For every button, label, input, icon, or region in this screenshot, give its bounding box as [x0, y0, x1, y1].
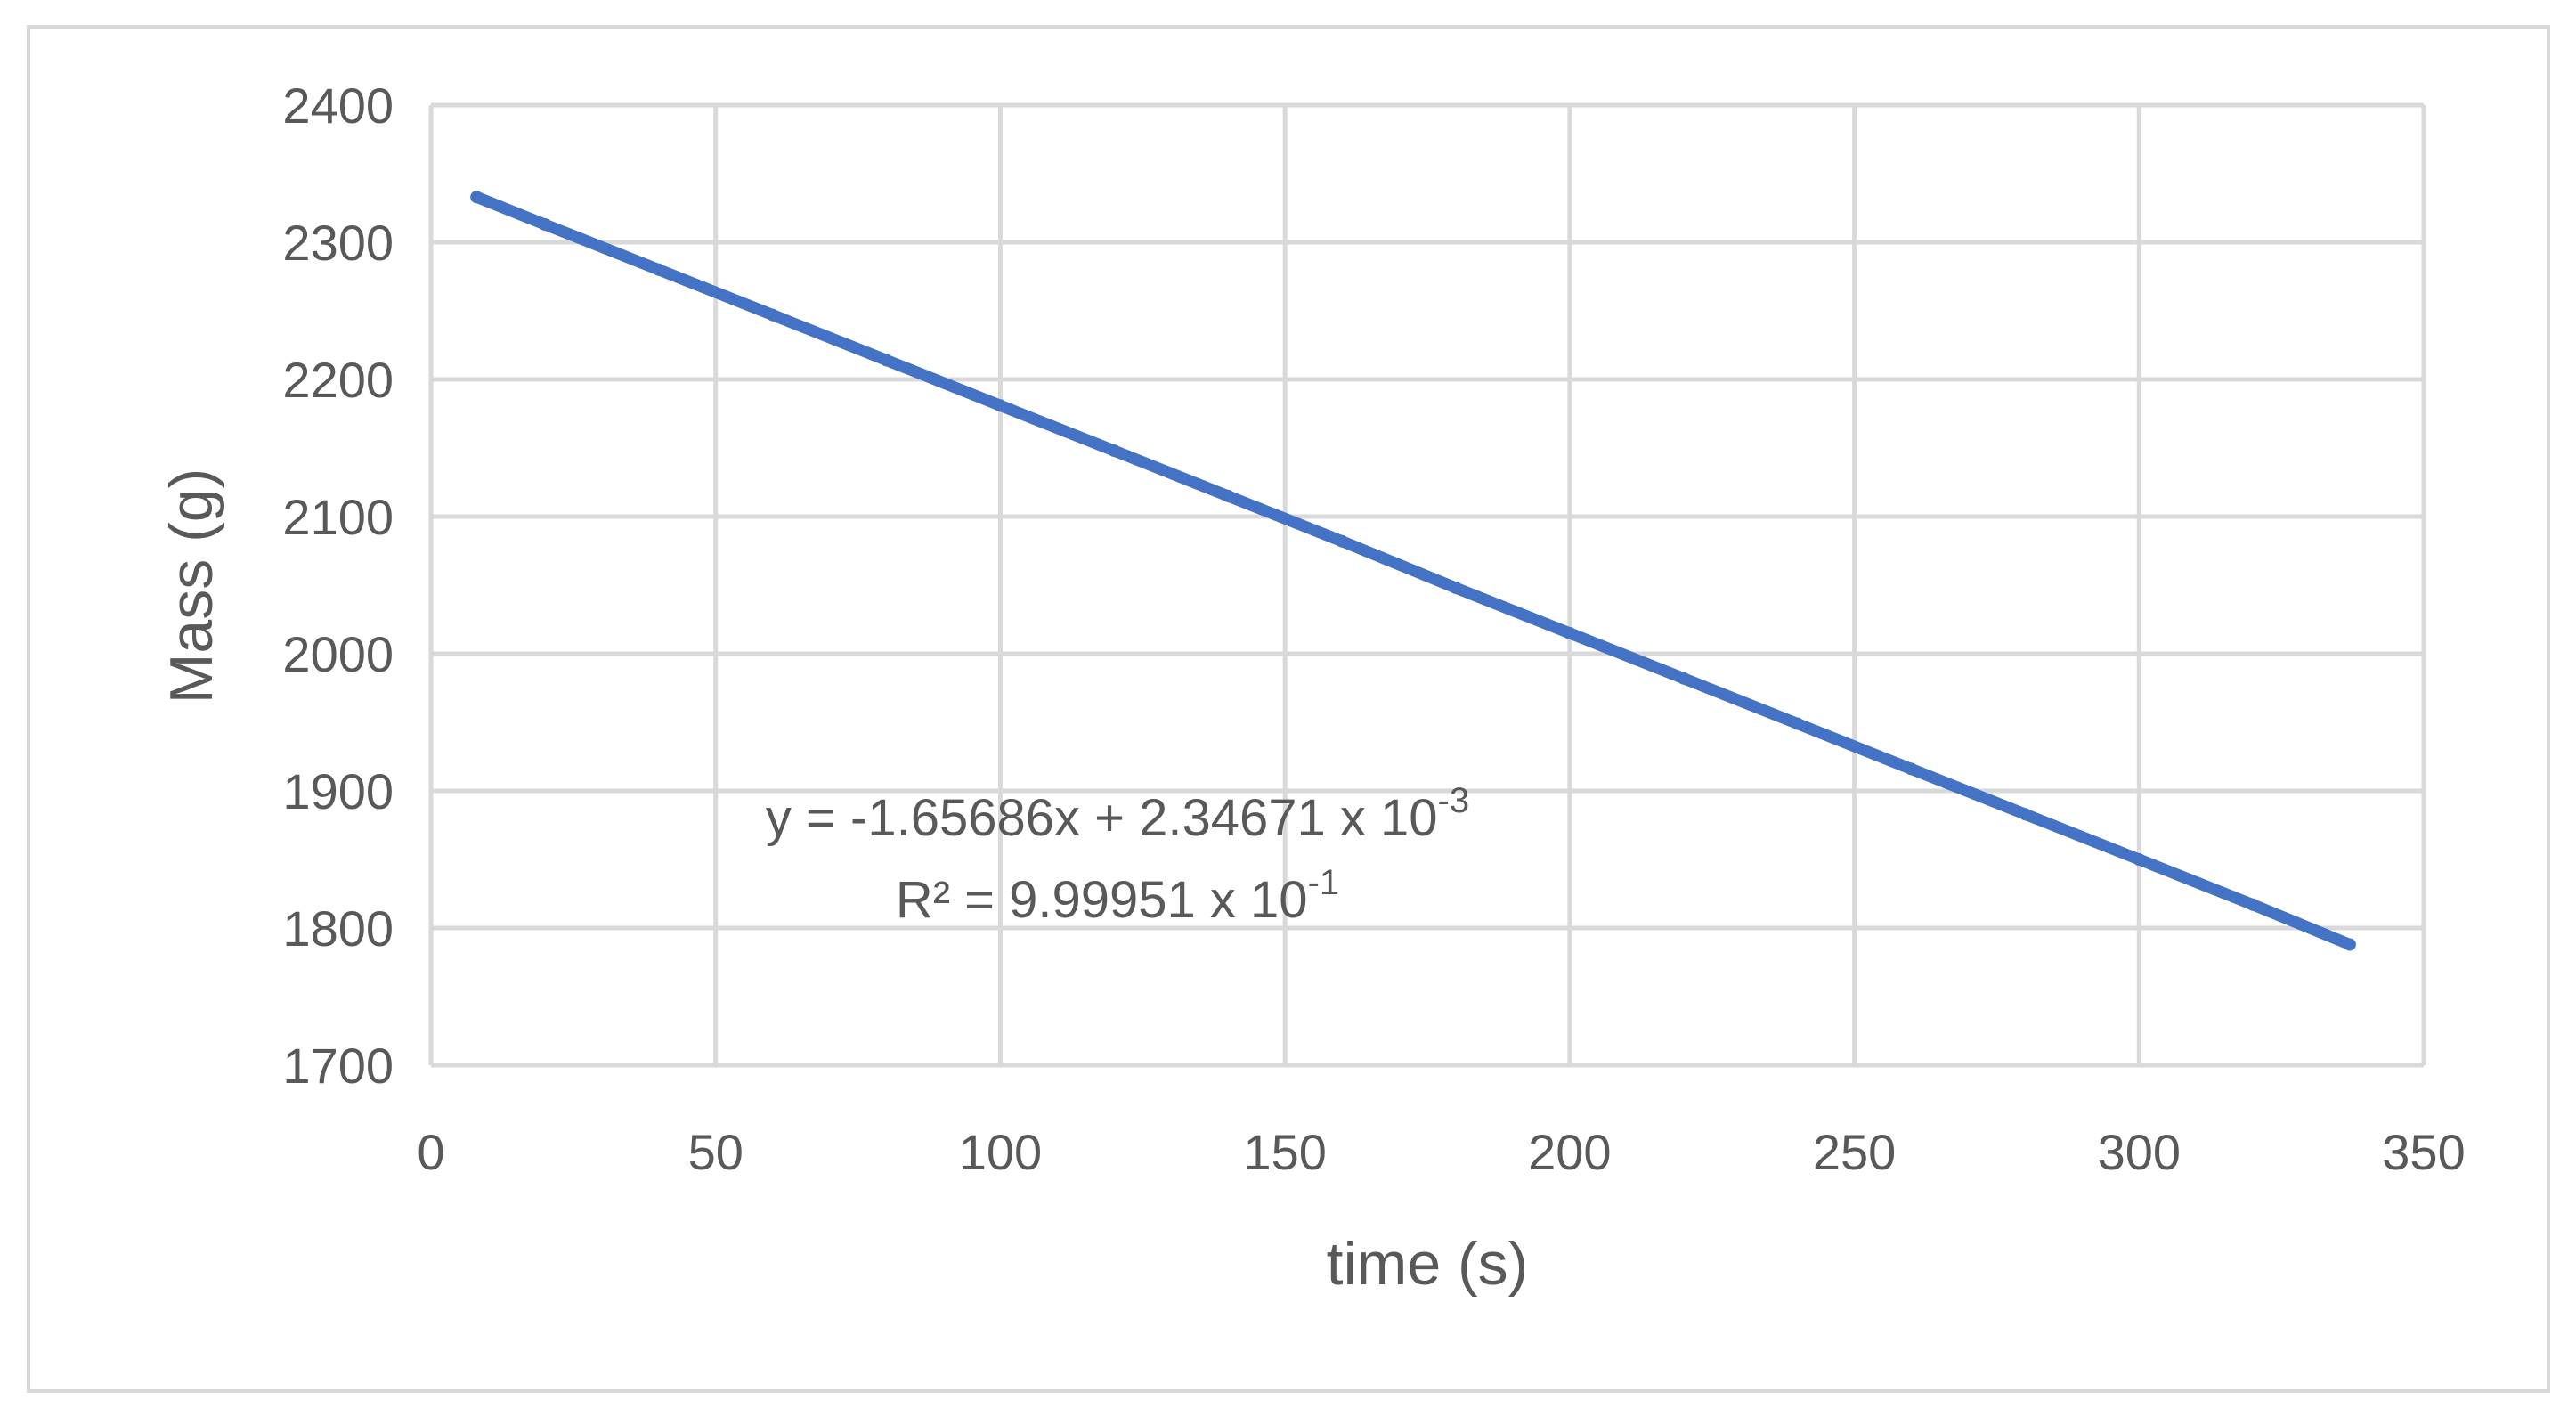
data-point [1905, 762, 1918, 776]
data-point [1563, 626, 1576, 639]
data-point [1677, 672, 1690, 685]
r-squared-exponent: -1 [1308, 863, 1340, 902]
data-point [652, 263, 665, 276]
data-point [1222, 489, 1235, 502]
y-tick-label: 1800 [282, 900, 394, 957]
data-point [994, 399, 1007, 412]
y-tick-label: 1700 [282, 1038, 394, 1094]
data-point [2343, 938, 2356, 951]
data-point [766, 308, 779, 322]
x-tick-label: 200 [1528, 1124, 1611, 1180]
x-tick-label: 350 [2382, 1124, 2465, 1180]
y-tick-label: 2400 [282, 77, 394, 134]
x-axis-title: time (s) [1327, 1230, 1529, 1298]
y-tick-label: 2100 [282, 489, 394, 545]
data-point [1336, 534, 1349, 548]
equation-exponent: -3 [1438, 781, 1470, 820]
x-axis-tick-labels: 0 50 100 150 200 250 300 350 [417, 1124, 2465, 1180]
data-point [2247, 898, 2260, 911]
data-point [1450, 582, 1462, 595]
y-tick-label: 1900 [282, 763, 394, 819]
x-tick-label: 100 [959, 1124, 1042, 1180]
y-axis-tick-labels: 1700 1800 1900 2000 2100 2200 2300 2400 [282, 77, 394, 1094]
x-tick-label: 50 [688, 1124, 744, 1180]
chart-border [27, 25, 2550, 1393]
trendline-r-squared: R² = 9.99951 x 10-1 [896, 863, 1339, 929]
data-point [1791, 717, 1804, 730]
equation-main: y = -1.65686x + 2.34671 x 10 [766, 789, 1438, 847]
y-tick-label: 2000 [282, 626, 394, 682]
y-tick-label: 2200 [282, 352, 394, 408]
data-point [2019, 808, 2032, 821]
r-squared-main: R² = 9.99951 x 10 [896, 871, 1308, 929]
data-point [2133, 853, 2146, 866]
data-point [470, 191, 484, 204]
x-tick-label: 300 [2098, 1124, 2181, 1180]
data-point [1108, 444, 1121, 458]
y-axis-title: Mass (g) [158, 468, 225, 704]
vertical-gridlines [428, 105, 2426, 1065]
series-line [470, 191, 2356, 950]
data-point [538, 218, 551, 231]
y-tick-label: 2300 [282, 215, 394, 271]
data-series [470, 191, 2356, 951]
horizontal-gridlines [431, 102, 2424, 1068]
trendline-equation: y = -1.65686x + 2.34671 x 10-3 [766, 781, 1469, 847]
x-tick-label: 150 [1243, 1124, 1326, 1180]
x-tick-label: 250 [1813, 1124, 1896, 1180]
x-tick-label: 0 [417, 1124, 444, 1180]
data-point [880, 354, 893, 367]
